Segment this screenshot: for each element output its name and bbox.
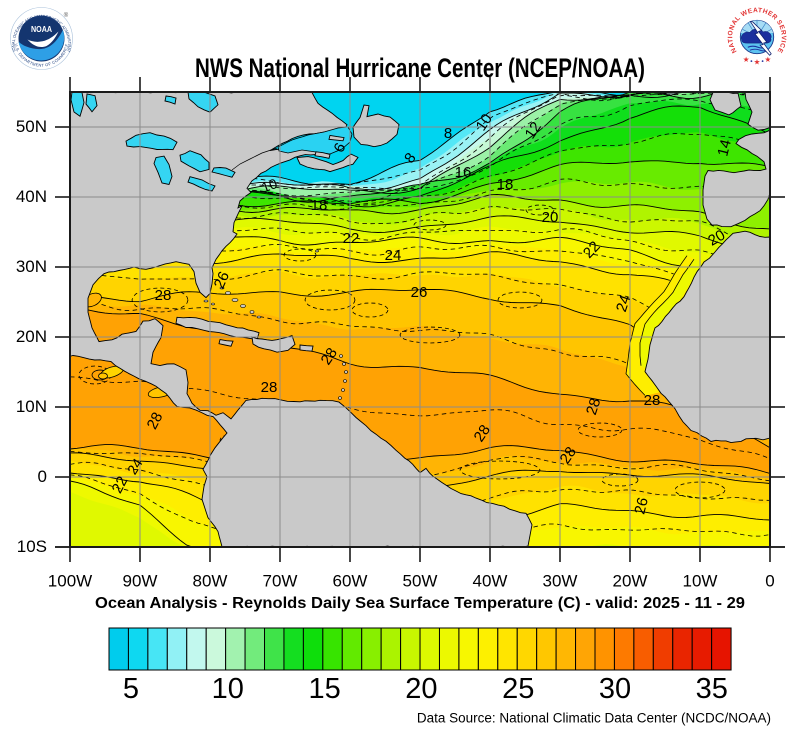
svg-text:★: ★	[754, 57, 761, 66]
svg-text:15: 15	[308, 673, 340, 705]
svg-text:30W: 30W	[543, 572, 578, 591]
svg-text:80W: 80W	[193, 572, 228, 591]
svg-text:40N: 40N	[16, 187, 47, 206]
svg-text:26: 26	[411, 284, 428, 301]
svg-text:10W: 10W	[683, 572, 718, 591]
svg-text:8: 8	[444, 125, 452, 142]
svg-text:30N: 30N	[16, 257, 47, 276]
svg-text:20: 20	[542, 209, 559, 226]
svg-text:24: 24	[613, 293, 634, 314]
svg-text:10: 10	[473, 111, 496, 134]
svg-text:20N: 20N	[16, 327, 47, 346]
svg-text:22: 22	[343, 230, 360, 247]
svg-text:★: ★	[765, 55, 772, 64]
svg-text:20W: 20W	[613, 572, 648, 591]
svg-text:22: 22	[109, 474, 132, 497]
svg-text:10: 10	[259, 175, 279, 195]
svg-text:10S: 10S	[17, 537, 47, 556]
svg-text:28: 28	[155, 287, 172, 304]
svg-text:NOAA: NOAA	[31, 25, 52, 34]
svg-text:10: 10	[212, 673, 244, 705]
svg-text:100W: 100W	[48, 572, 92, 591]
svg-text:20: 20	[705, 227, 728, 250]
svg-text:26: 26	[211, 269, 233, 291]
svg-text:®: ®	[64, 12, 69, 19]
svg-text:25: 25	[502, 673, 534, 705]
svg-text:Ocean Analysis - Reynolds Dail: Ocean Analysis - Reynolds Daily Sea Surf…	[95, 595, 745, 612]
svg-text:5: 5	[123, 673, 139, 705]
svg-text:28: 28	[261, 379, 278, 396]
svg-text:0: 0	[765, 572, 774, 591]
svg-text:28: 28	[583, 396, 604, 417]
svg-text:90W: 90W	[123, 572, 158, 591]
svg-text:18: 18	[311, 197, 328, 214]
svg-text:28: 28	[644, 392, 661, 409]
svg-text:24: 24	[385, 247, 402, 264]
svg-text:18: 18	[497, 176, 514, 193]
svg-text:28: 28	[557, 444, 580, 467]
svg-text:0: 0	[38, 467, 47, 486]
svg-text:16: 16	[455, 164, 472, 181]
svg-text:Data Source: National Climatic: Data Source: National Climatic Data Cent…	[417, 711, 771, 726]
svg-text:10N: 10N	[16, 397, 47, 416]
svg-text:★: ★	[743, 55, 750, 64]
svg-text:40W: 40W	[473, 572, 508, 591]
svg-text:28: 28	[471, 422, 494, 445]
svg-text:50N: 50N	[16, 117, 47, 136]
svg-text:50W: 50W	[403, 572, 438, 591]
svg-text:30: 30	[599, 673, 631, 705]
svg-text:60W: 60W	[333, 572, 368, 591]
svg-text:24: 24	[124, 455, 146, 477]
svg-text:35: 35	[696, 673, 728, 705]
svg-text:70W: 70W	[263, 572, 298, 591]
svg-text:26: 26	[631, 496, 652, 516]
svg-text:12: 12	[522, 119, 545, 142]
svg-text:28: 28	[144, 410, 167, 433]
svg-text:28: 28	[318, 345, 341, 368]
svg-text:14: 14	[714, 138, 735, 158]
svg-text:20: 20	[405, 673, 437, 705]
